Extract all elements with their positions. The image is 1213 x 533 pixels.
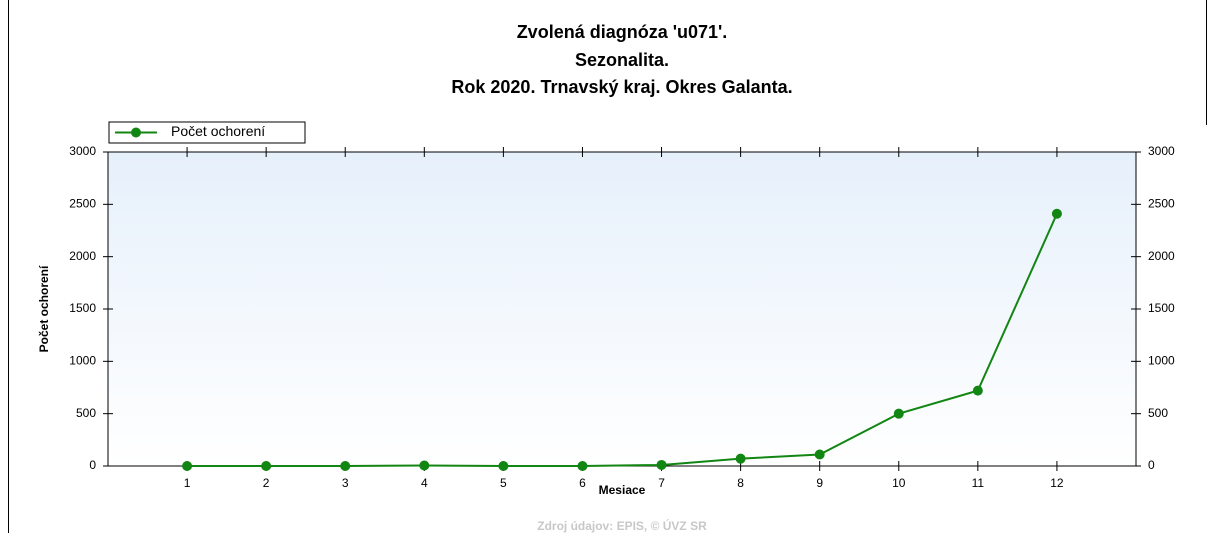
x-tick-label: 10 [892,476,906,490]
plot-area [107,151,1137,467]
point [735,453,746,464]
y-tick-label: 3000 [69,144,96,158]
x-tick-label: 1 [184,476,191,490]
y-tick-label: 1500 [69,301,96,315]
y2-tick-label: 3000 [1148,144,1175,158]
y2-tick-label: 500 [1148,406,1168,420]
y-axis-label: Počet ochorení [37,265,51,352]
y-tick-label: 2000 [69,249,96,263]
x-tick-label: 8 [737,476,744,490]
y2-tick-label: 2500 [1148,197,1175,211]
legend-marker [131,127,141,138]
point [656,459,667,470]
x-axis-label: Mesiace [599,483,646,497]
source-note: Zdroj údajov: EPIS, © ÚVZ SR [537,518,707,533]
point [577,461,588,471]
point [182,461,193,471]
legend-label: Počet ochorení [171,123,265,139]
chart-subtitle: Rok 2020. Trnavský kraj. Okres Galanta. [451,77,792,97]
point [340,461,351,471]
x-tick-label: 5 [500,476,507,490]
x-tick-label: 9 [816,476,823,490]
legend-box [108,121,306,144]
x-tick-label: 4 [421,476,428,490]
chart-subtitle: Sezonalita. [575,50,669,70]
x-tick-label: 2 [263,476,270,490]
chart-title: Zvolená diagnóza 'u071'. [517,22,728,42]
y2-tick-label: 1000 [1148,354,1175,368]
y2-tick-label: 1500 [1148,301,1175,315]
point [419,460,430,471]
point [498,461,509,471]
point [814,449,825,460]
y-tick-label: 0 [89,458,96,472]
series-line [187,213,1058,467]
x-tick-label: 12 [1050,476,1064,490]
y-tick-label: 1000 [69,354,96,368]
point [972,385,983,396]
point [261,461,272,471]
y2-tick-label: 2000 [1148,249,1175,263]
point [893,408,904,419]
y2-tick-label: 0 [1148,458,1155,472]
y-tick-label: 2500 [69,197,96,211]
x-tick-label: 7 [658,476,665,490]
x-tick-label: 11 [972,476,985,490]
x-tick-label: 3 [342,476,349,490]
y-tick-label: 500 [76,406,96,420]
point [1051,208,1062,219]
x-tick-label: 6 [579,476,586,490]
